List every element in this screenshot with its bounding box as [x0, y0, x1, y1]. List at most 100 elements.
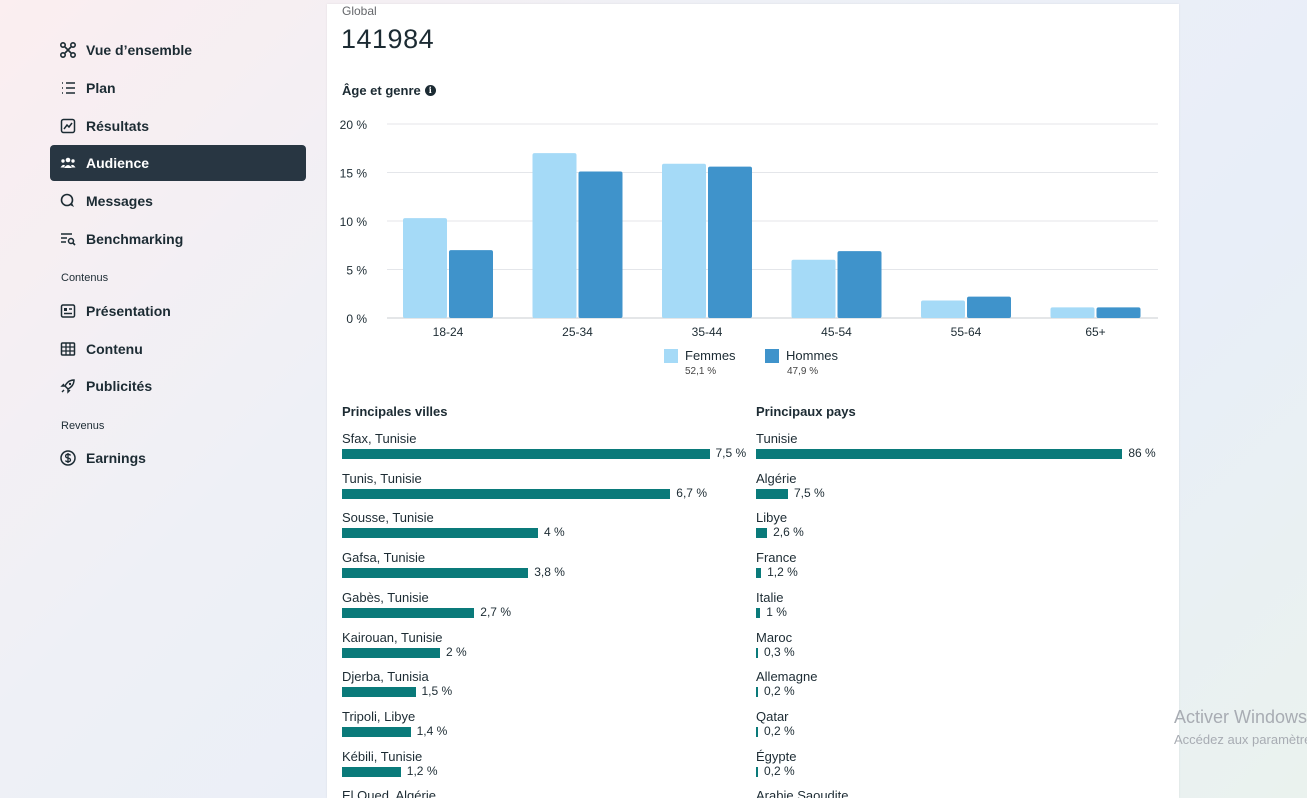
row-label: Maroc [756, 629, 793, 645]
legend-pct-femmes: 52,1 % [685, 366, 717, 377]
bar-femmes-35-44[interactable] [662, 163, 706, 318]
row-value: 2 % [446, 644, 467, 659]
row-value: 7,5 % [715, 446, 747, 460]
row-bar [342, 766, 401, 777]
row-bar [756, 647, 758, 658]
bar-hommes-18-24[interactable] [449, 250, 493, 318]
bar-hommes-45-54[interactable] [837, 251, 882, 318]
y-tick-label: 20 % [340, 118, 368, 132]
nav-item-benchmarking[interactable]: Benchmarking [50, 221, 306, 257]
row-bar [756, 568, 762, 579]
row-label: Tripoli, Libye [342, 708, 416, 724]
x-tick-label: 55-64 [951, 325, 982, 339]
age-gender-title-text: Âge et genre [342, 83, 421, 98]
row-value: 0,3 % [764, 644, 795, 659]
bar-femmes-25-34[interactable] [532, 153, 577, 318]
nav-label: Plan [86, 80, 116, 96]
city-row: Sousse, Tunisie 4 % [342, 510, 752, 550]
row-label: Gabès, Tunisie [342, 589, 429, 605]
row-bar [342, 449, 710, 459]
row-bar [756, 488, 788, 499]
bar-hommes-25-34[interactable] [578, 171, 623, 318]
country-row: Égypte 0,2 % [756, 749, 1166, 789]
row-label: El Oued, Algérie [342, 788, 436, 798]
y-tick-label: 5 % [346, 264, 367, 278]
row-label: France [756, 550, 797, 566]
watermark-line1: Activer Windows [1174, 707, 1307, 727]
row-bar [756, 726, 758, 737]
bar-femmes-45-54[interactable] [791, 259, 836, 318]
row-bar [342, 568, 529, 579]
nav-label: Earnings [86, 450, 146, 466]
row-value: 2,6 % [773, 525, 804, 540]
x-tick-label: 25-34 [562, 325, 593, 339]
row-label: Allemagne [756, 669, 818, 685]
network-icon [60, 42, 76, 58]
row-label: Gafsa, Tunisie [342, 550, 426, 566]
city-row: Gabès, Tunisie 2,7 % [342, 590, 752, 630]
row-bar [342, 607, 475, 618]
row-label: Kébili, Tunisie [342, 748, 423, 764]
city-row: Gafsa, Tunisie 3,8 % [342, 550, 752, 590]
x-tick-label: 18-24 [433, 325, 464, 339]
row-label: Kairouan, Tunisie [342, 629, 443, 645]
row-label: Libye [756, 510, 788, 526]
country-row: Algérie 7,5 % [756, 471, 1166, 511]
row-value: 7,5 % [793, 485, 825, 500]
nav-item-resultats[interactable]: Résultats [50, 108, 306, 144]
nav-item-audience[interactable]: Audience [50, 145, 306, 181]
list-icon [60, 80, 76, 96]
row-label: Italie [756, 589, 784, 605]
people-icon [60, 155, 76, 171]
y-tick-label: 0 % [346, 312, 367, 326]
row-label: Tunis, Tunisie [342, 470, 422, 486]
nav-label: Audience [86, 155, 150, 171]
y-tick-label: 10 % [340, 215, 368, 229]
row-value: 2,7 % [480, 604, 511, 619]
nav-item-presentation[interactable]: Présentation [50, 293, 306, 329]
bar-femmes-18-24[interactable] [403, 218, 447, 318]
bar-femmes-65+[interactable] [1050, 307, 1095, 318]
legend-name: Hommes [786, 348, 839, 363]
rocket-icon [60, 378, 76, 394]
table-icon [60, 341, 76, 357]
bar-hommes-65+[interactable] [1096, 307, 1141, 318]
info-icon[interactable]: i [424, 85, 436, 96]
section-label-revenus: Revenus [61, 420, 105, 432]
cities-title: Principales villes [342, 404, 448, 419]
country-row: Italie 1 % [756, 590, 1166, 630]
nav-label: Résultats [86, 118, 150, 134]
city-row: Kébili, Tunisie 1,2 % [342, 749, 752, 789]
line-chart-icon [60, 118, 76, 134]
row-bar [342, 488, 671, 499]
row-value: 6,7 % [676, 485, 707, 500]
bar-femmes-55-64[interactable] [921, 300, 965, 318]
nav-label: Présentation [86, 303, 171, 319]
nav-item-plan[interactable]: Plan [50, 70, 306, 106]
nav-item-messages[interactable]: Messages [50, 183, 306, 219]
city-row: Kairouan, Tunisie 2 % [342, 630, 752, 670]
row-label: Arabie Saoudite [756, 788, 849, 798]
global-label: Global [342, 4, 377, 18]
row-label: Sousse, Tunisie [342, 510, 434, 526]
row-bar [756, 607, 761, 618]
dollar-icon [60, 450, 76, 466]
row-label: Djerba, Tunisia [342, 669, 429, 685]
legend-pct-hommes: 47,9 % [787, 366, 819, 377]
bar-hommes-35-44[interactable] [708, 166, 752, 318]
legend-swatch-hommes [765, 349, 779, 363]
row-label: Égypte [756, 748, 797, 764]
nav-item-contenu[interactable]: Contenu [50, 331, 306, 367]
nav-item-vue-ensemble[interactable]: Vue d’ensemble [50, 32, 306, 68]
nav-label: Benchmarking [86, 231, 184, 247]
row-value: 1 % [766, 604, 787, 619]
country-row: France 1,2 % [756, 550, 1166, 590]
x-tick-label: 65+ [1085, 325, 1105, 339]
city-row: Sfax, Tunisie 7,5 % [342, 431, 752, 471]
nav-item-publicites[interactable]: Publicités [50, 368, 306, 404]
row-label: Algérie [756, 470, 797, 486]
bar-hommes-55-64[interactable] [967, 296, 1011, 318]
legend-swatch-femmes [664, 349, 678, 363]
nav-item-earnings[interactable]: Earnings [50, 440, 306, 476]
countries-title: Principaux pays [756, 404, 856, 419]
